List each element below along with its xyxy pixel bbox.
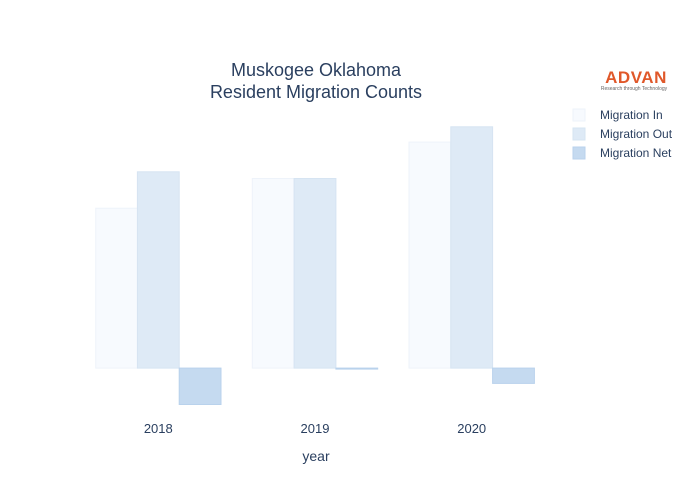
legend-swatch (572, 127, 586, 141)
x-tick-label: 2019 (301, 421, 330, 436)
advan-logo: ADVAN Research through Technology (601, 68, 668, 92)
x-tick-label: 2020 (457, 421, 486, 436)
bar-migration-net-2019[interactable] (335, 367, 379, 370)
bar-migration-in-2018[interactable] (95, 207, 138, 369)
logo-tagline: Research through Technology (601, 86, 668, 92)
x-axis-title: year (302, 448, 330, 464)
bar-migration-out-2019[interactable] (293, 178, 337, 369)
legend-item[interactable]: Migration Net (572, 146, 672, 160)
legend-label: Migration Out (600, 127, 673, 141)
x-tick-label: 2018 (144, 421, 173, 436)
bar-migration-in-2019[interactable] (251, 178, 295, 369)
legend-label: Migration In (600, 108, 663, 122)
legend-swatch (572, 108, 586, 122)
legend-label: Migration Net (600, 146, 672, 160)
x-axis-ticks: 2018 2019 2020 (144, 421, 486, 436)
bar-migration-net-2020[interactable] (492, 367, 535, 384)
logo-name: ADVAN (605, 68, 667, 87)
plot-area (95, 126, 535, 406)
bar-migration-out-2018[interactable] (136, 171, 180, 369)
chart-title-line-1: Muskogee Oklahoma (231, 60, 402, 80)
legend-item[interactable]: Migration In (572, 108, 663, 122)
legend-swatch (572, 146, 586, 160)
legend: Migration In Migration Out Migration Net (572, 108, 673, 160)
bar-migration-out-2020[interactable] (450, 126, 494, 369)
chart-title-line-2: Resident Migration Counts (210, 82, 422, 102)
bar-migration-net-2018[interactable] (178, 367, 222, 406)
legend-item[interactable]: Migration Out (572, 127, 673, 141)
bar-migration-in-2020[interactable] (408, 141, 452, 369)
